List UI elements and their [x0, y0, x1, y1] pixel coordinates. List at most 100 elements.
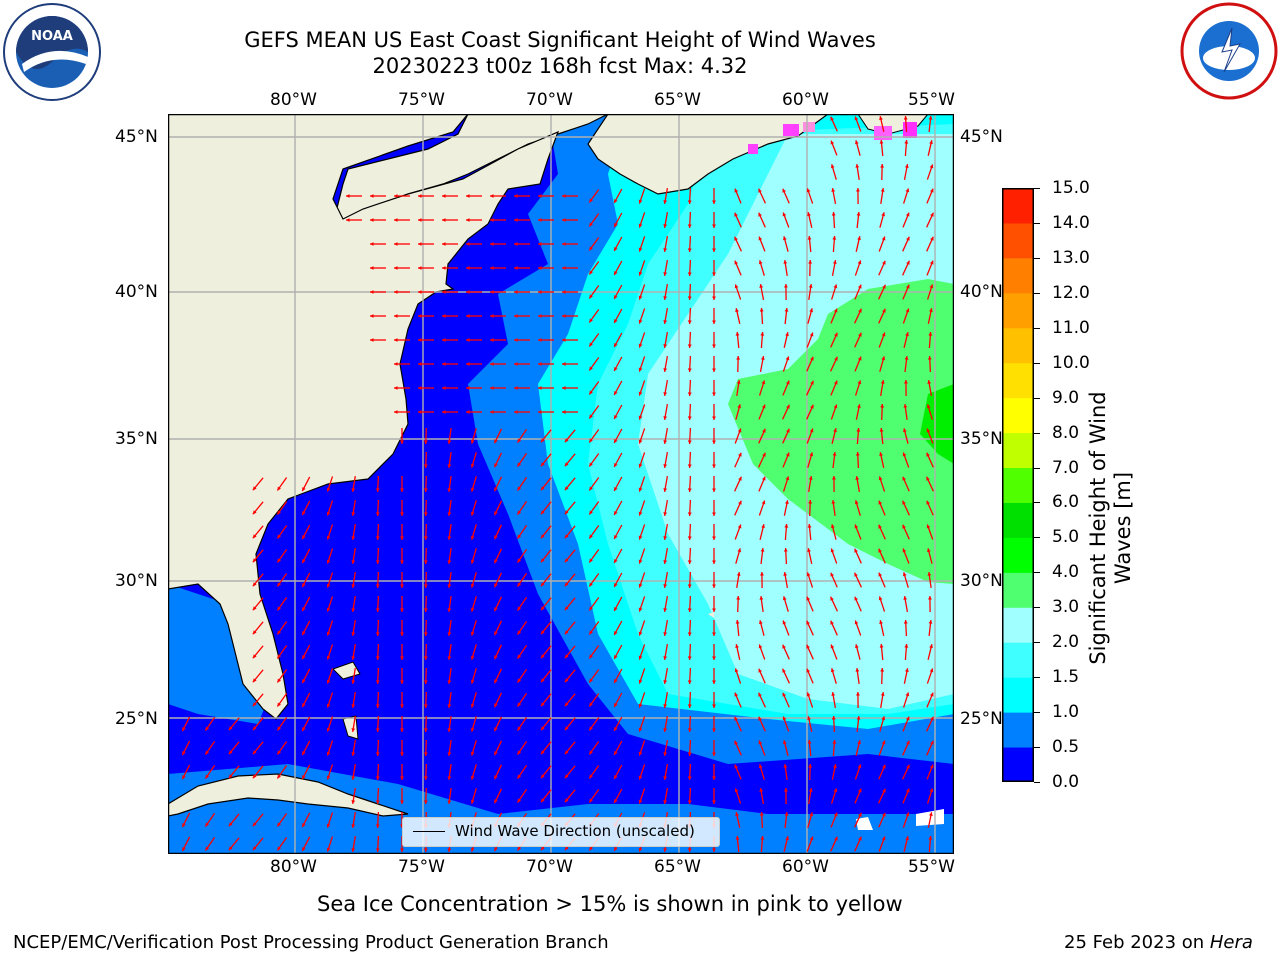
wind-wave-arrowhead [589, 414, 593, 419]
wind-wave-arrowhead [562, 266, 566, 270]
wind-wave-arrowhead [494, 799, 498, 804]
wind-wave-arrowhead [830, 596, 834, 601]
wind-wave-arrowhead [663, 440, 668, 444]
wind-wave-arrowhead [734, 284, 739, 289]
wind-wave-arrowhead [734, 764, 738, 769]
wind-wave-arrowhead [447, 752, 452, 756]
wind-wave-arrowhead [782, 692, 786, 697]
wind-wave-arrowhead [589, 270, 593, 275]
wind-wave-arrowhead [423, 608, 428, 612]
wind-wave-arrowhead [712, 344, 716, 348]
wind-wave-arrowhead [810, 380, 814, 385]
wind-wave-arrowhead [736, 356, 740, 360]
wind-wave-arrowhead [782, 668, 786, 673]
colorbar-tick-mark [1034, 432, 1040, 434]
wind-wave-arrowhead [564, 438, 569, 443]
wind-wave-arrowhead [806, 572, 811, 577]
wind-wave-arrowhead [831, 188, 836, 192]
wind-wave-arrowhead [857, 380, 862, 385]
wind-wave-arrowhead [856, 188, 860, 192]
wind-wave-arrowhead [589, 582, 593, 587]
wind-wave-arrowhead [538, 410, 542, 414]
wind-wave-arrowhead [517, 750, 522, 755]
wind-wave-arrowhead [782, 716, 787, 721]
wind-wave-arrowhead [541, 774, 545, 779]
wind-wave-arrowhead [854, 116, 859, 121]
wind-wave-arrowhead [663, 536, 668, 540]
wind-wave-arrowhead [351, 848, 356, 852]
wind-wave-arrowhead [442, 338, 446, 342]
wind-wave-arrowhead [564, 582, 569, 587]
wind-wave-arrowhead [614, 535, 618, 539]
wind-wave-arrowhead [758, 764, 763, 769]
wind-wave-arrowhead [834, 380, 838, 385]
lon-label-top-80w: 80°W [270, 90, 317, 110]
wind-wave-arrowhead [351, 824, 356, 828]
wind-wave-arrowhead [638, 415, 643, 420]
wind-wave-arrowhead [712, 440, 716, 444]
wind-wave-arrowhead [252, 726, 257, 731]
colorbar-segment [1002, 257, 1034, 294]
wind-wave-arrowhead [734, 236, 738, 241]
wind-wave-arrowhead [614, 847, 618, 851]
wind-wave-arrowhead [614, 247, 618, 251]
wind-wave-arrowhead [759, 284, 764, 288]
wind-wave-arrowhead [736, 380, 741, 384]
wind-wave-arrowhead [929, 284, 934, 289]
wind-wave-arrowhead [614, 511, 618, 515]
wind-wave-arrowhead [466, 338, 470, 342]
wind-wave-arrowhead [252, 630, 257, 635]
wind-wave-arrowhead [400, 728, 404, 732]
wind-wave-arrowhead [880, 692, 885, 696]
colorbar-tick-label: 6.0 [1052, 492, 1080, 513]
wind-wave-arrowhead [663, 224, 668, 228]
wind-wave-arrowhead [833, 284, 838, 289]
colorbar-tick-label: 11.0 [1052, 317, 1090, 338]
wind-wave-arrowhead [302, 847, 306, 852]
colorbar-tick-mark [1034, 537, 1040, 539]
wind-wave-arrowhead [470, 439, 475, 444]
wind-wave-arrowhead [466, 410, 470, 414]
noaa-logo: NOAA [2, 2, 102, 102]
wind-wave-arrowhead [758, 692, 762, 697]
wind-wave-arrowhead [494, 847, 498, 852]
lat-label-right-30n: 30°N [960, 571, 1003, 591]
wind-wave-arrowhead [564, 534, 569, 539]
wind-wave-arrowhead [589, 654, 593, 659]
wind-wave-arrowhead [470, 799, 475, 804]
wind-wave-arrowhead [929, 668, 934, 673]
wind-wave-arrowhead [833, 764, 837, 768]
wind-wave-arrowhead [614, 559, 618, 563]
wind-wave-arrowhead [375, 800, 380, 804]
wind-wave-arrowhead [663, 320, 668, 324]
wind-wave-arrowhead [808, 260, 812, 264]
wind-wave-arrowhead [326, 703, 331, 708]
colorbar-segment [1002, 432, 1034, 469]
wind-wave-arrowhead [638, 343, 643, 348]
colorbar [1002, 188, 1034, 782]
wind-wave-arrowhead [470, 775, 475, 780]
wind-wave-arrowhead [564, 486, 569, 491]
wind-wave-arrowhead [394, 242, 398, 246]
wind-wave-arrowhead [351, 632, 356, 636]
wind-wave-arrowhead [687, 776, 692, 780]
wind-wave-arrowhead [687, 632, 692, 636]
wind-wave-arrowhead [564, 558, 569, 563]
wind-wave-arrowhead [494, 631, 498, 636]
wind-wave-arrowhead [761, 356, 765, 360]
wind-wave-arrowhead [252, 534, 257, 539]
wind-wave-arrowhead [423, 752, 428, 756]
wind-wave-arrowhead [589, 198, 593, 203]
wind-wave-arrowhead [423, 848, 428, 852]
wind-wave-arrowhead [638, 775, 643, 780]
wind-wave-arrowhead [734, 668, 739, 673]
wind-wave-arrowhead [442, 290, 446, 294]
wind-wave-arrowhead [734, 716, 738, 721]
wind-wave-arrowhead [712, 200, 716, 204]
wind-wave-arrowhead [854, 524, 859, 529]
wind-wave-arrowhead [614, 703, 618, 707]
wind-wave-arrowhead [806, 692, 811, 697]
wind-wave-arrowhead [687, 200, 692, 204]
wind-wave-arrowhead [832, 476, 836, 480]
wind-wave-arrowhead [902, 452, 907, 457]
